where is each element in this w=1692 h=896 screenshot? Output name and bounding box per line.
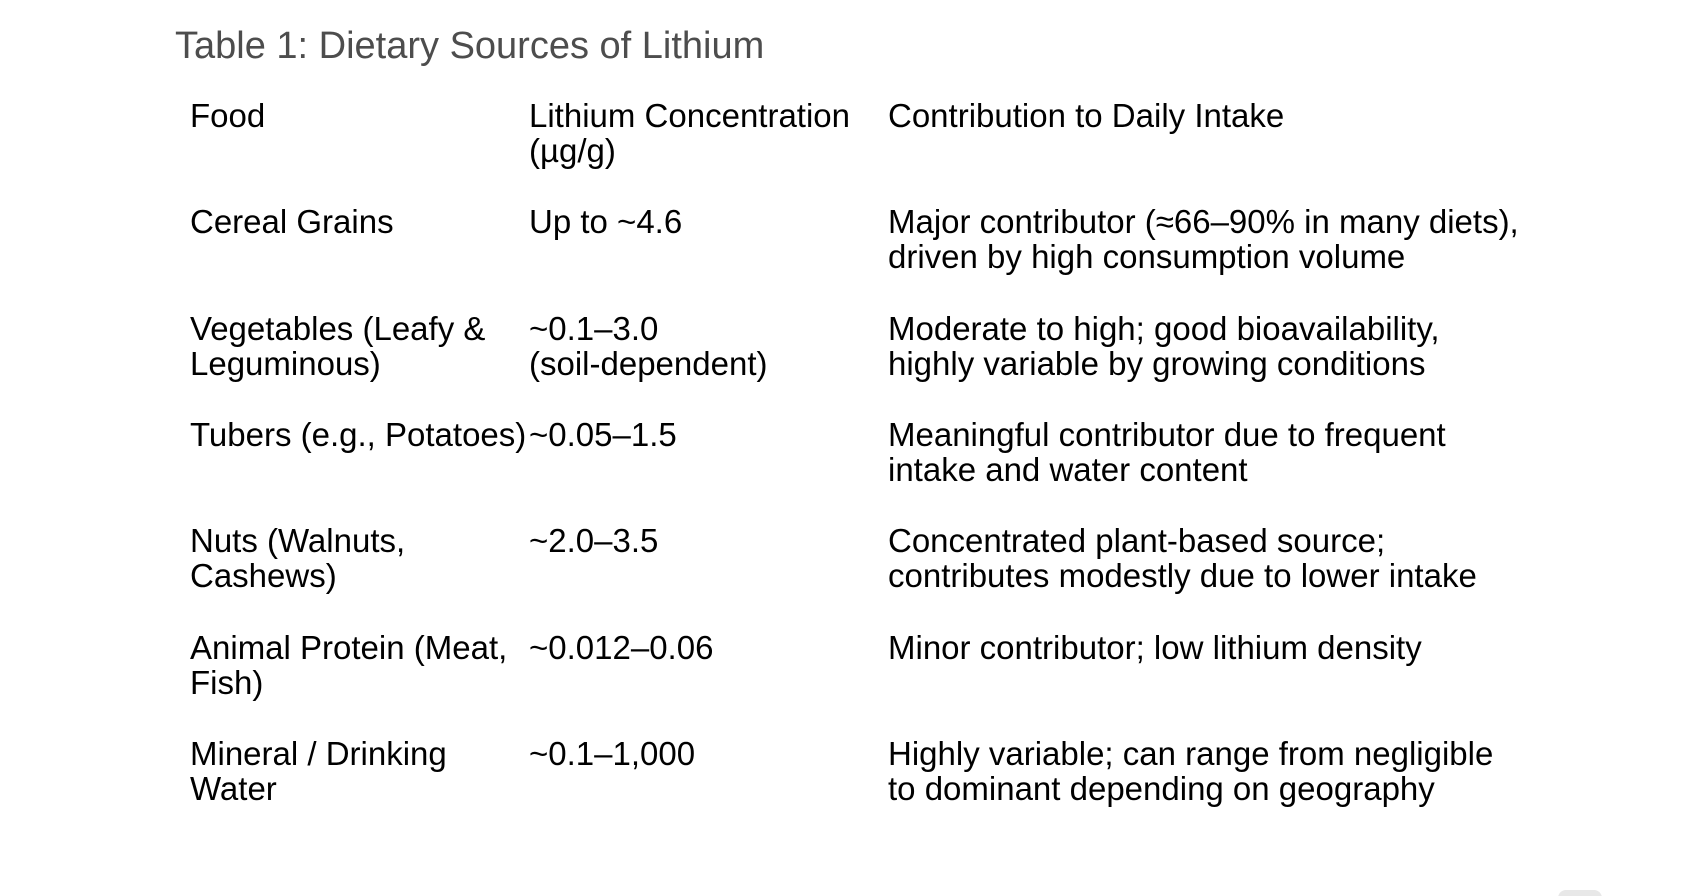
table-row-mineral-water: Mineral / Drinking Water ~0.1–1,000 High…	[0, 736, 1692, 842]
table-row-nuts: Nuts (Walnuts, Cashews) ~2.0–3.5 Concent…	[0, 523, 1692, 629]
concentration-cell: ~0.1–3.0 (soil-dependent)	[529, 310, 768, 382]
column-header-contribution: Contribution to Daily Intake	[888, 97, 1285, 134]
food-cell: Nuts (Walnuts, Cashews)	[190, 522, 406, 594]
concentration-cell: ~0.012–0.06	[529, 629, 714, 666]
column-header-lithium-concentration: Lithium Concentration (µg/g)	[529, 97, 851, 169]
table-row-vegetables: Vegetables (Leafy & Leguminous) ~0.1–3.0…	[0, 311, 1692, 417]
column-header-food: Food	[190, 97, 266, 134]
concentration-cell: ~0.1–1,000	[529, 735, 696, 772]
concentration-cell: ~0.05–1.5	[529, 416, 677, 453]
contribution-cell: Concentrated plant-based source; contrib…	[888, 522, 1477, 594]
concentration-cell: Up to ~4.6	[529, 203, 683, 240]
contribution-cell: Meaningful contributor due to frequent i…	[888, 416, 1446, 488]
food-cell: Mineral / Drinking Water	[190, 735, 447, 807]
scroll-widget-button[interactable]	[1558, 890, 1602, 896]
table-row-animal-protein: Animal Protein (Meat, Fish) ~0.012–0.06 …	[0, 630, 1692, 736]
table-row-tubers: Tubers (e.g., Potatoes) ~0.05–1.5 Meanin…	[0, 417, 1692, 523]
table-row-cereal-grains: Cereal Grains Up to ~4.6 Major contribut…	[0, 204, 1692, 310]
concentration-cell: ~2.0–3.5	[529, 522, 659, 559]
contribution-cell: Major contributor (≈66–90% in many diets…	[888, 203, 1519, 275]
food-cell: Vegetables (Leafy & Leguminous)	[190, 310, 486, 382]
contribution-cell: Highly variable; can range from negligib…	[888, 735, 1494, 807]
contribution-cell: Moderate to high; good bioavailability, …	[888, 310, 1440, 382]
food-cell: Cereal Grains	[190, 203, 394, 240]
food-cell: Tubers (e.g., Potatoes)	[190, 416, 527, 453]
table-title: Table 1: Dietary Sources of Lithium	[175, 25, 765, 67]
table-header-row: Food Lithium Concentration (µg/g) Contri…	[0, 98, 1692, 204]
contribution-cell: Minor contributor; low lithium density	[888, 629, 1422, 666]
food-cell: Animal Protein (Meat, Fish)	[190, 629, 508, 701]
